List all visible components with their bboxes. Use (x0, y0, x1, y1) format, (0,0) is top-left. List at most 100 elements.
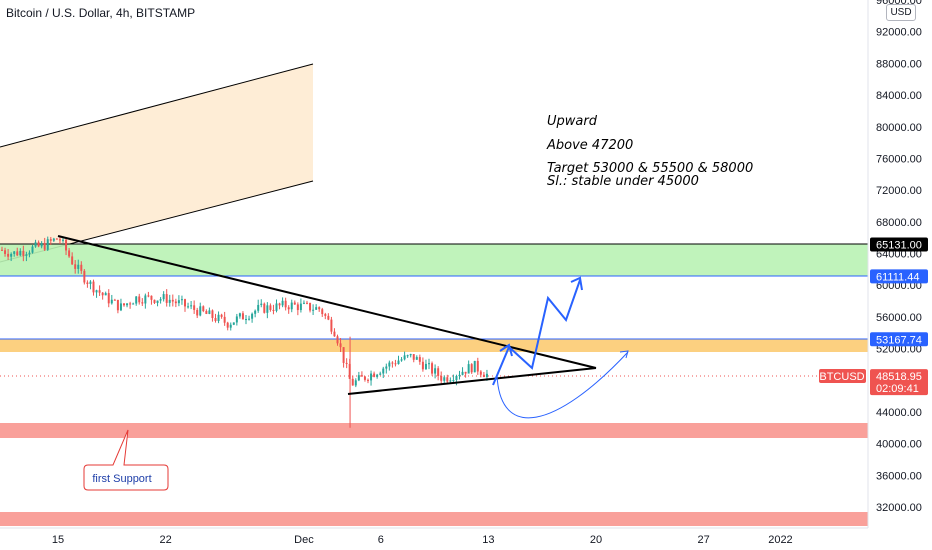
candle-body (260, 303, 263, 305)
time-axis-ticks: 15 22 Dec 6 13 20 27 2022 (52, 534, 793, 546)
candle-body (49, 239, 52, 241)
price-tick: 76000.00 (876, 153, 922, 165)
candle-body (354, 380, 357, 386)
candle-body (31, 246, 34, 253)
currency-selector[interactable]: USD (886, 4, 916, 21)
price-tick: 92000.00 (876, 27, 922, 39)
candle-body (367, 379, 369, 381)
candle-body (458, 374, 461, 377)
candle-body (443, 377, 446, 381)
retest-path-arrowhead[interactable] (619, 350, 629, 359)
candle-body (74, 264, 77, 269)
price-tick: 44000.00 (876, 407, 922, 419)
channel-upper-line[interactable] (0, 63, 314, 148)
bullish-path-arrowhead-1[interactable] (499, 343, 513, 357)
symbol-tag-label: BTCUSD (819, 371, 864, 383)
candle-body (391, 362, 394, 364)
candle-body (28, 252, 31, 255)
orange-zone[interactable] (0, 339, 868, 352)
candle-body (309, 302, 312, 311)
candle-body (434, 368, 437, 374)
candle-body (360, 375, 363, 377)
candle-body (424, 363, 427, 370)
candle-body (403, 355, 406, 360)
candle-body (217, 314, 220, 321)
candle-body (275, 303, 278, 311)
retest-path-arrow[interactable] (496, 351, 629, 419)
candle-body (232, 322, 235, 325)
candle-body (135, 296, 138, 304)
candle-body (132, 303, 135, 305)
candle-body (238, 313, 241, 317)
candle-body (13, 251, 16, 254)
candle-body (37, 242, 40, 247)
price-tag-label: 65131.00 (876, 240, 922, 252)
candle-body (104, 293, 107, 296)
candle-body (226, 322, 229, 328)
ascending-channel[interactable] (0, 64, 313, 262)
candle-body (461, 371, 464, 375)
candle-body (351, 378, 354, 386)
candle-body (290, 302, 293, 310)
candle-body (165, 294, 168, 303)
candle-body (263, 303, 266, 313)
candle-body (281, 300, 284, 306)
candle-body (272, 309, 275, 311)
candle-body (58, 239, 61, 241)
first-support-callout[interactable] (83, 429, 169, 491)
time-axis[interactable] (0, 528, 932, 550)
candle-body (315, 307, 318, 310)
ascending-trendline[interactable] (347, 367, 597, 395)
candle-body (342, 347, 345, 363)
price-tag (870, 369, 928, 396)
candle-body (248, 318, 251, 320)
candle-body (55, 238, 58, 240)
price-tick: 40000.00 (876, 439, 922, 451)
candle-body (464, 371, 467, 374)
candle-body (52, 238, 55, 241)
price-tick: 84000.00 (876, 90, 922, 102)
candle-body (363, 376, 366, 380)
candle-body (180, 299, 183, 301)
candle-body (370, 373, 373, 381)
candle-body (254, 310, 257, 314)
candle-body (171, 299, 174, 302)
candle-body (196, 309, 199, 316)
candle-body (68, 250, 71, 257)
candle-body (406, 355, 409, 357)
candle-body (98, 290, 101, 293)
candle-body (126, 303, 129, 306)
candle-body (345, 362, 348, 364)
price-tag (870, 332, 928, 347)
resistance-zone[interactable] (0, 244, 868, 276)
note-targets: Target 53000 & 55500 & 58000 (547, 161, 753, 176)
candle-body (245, 319, 247, 321)
candle-body (129, 303, 132, 305)
candle-body (199, 306, 202, 316)
bullish-path-arrow[interactable] (492, 279, 581, 386)
candle-body (482, 374, 485, 378)
price-tick: 36000.00 (876, 470, 922, 482)
note-upward: Upward (547, 114, 598, 129)
candle-body (10, 253, 13, 257)
bottom-support-zone[interactable] (0, 512, 868, 526)
candle-body (266, 305, 269, 313)
candle-body (83, 270, 86, 283)
candle-body (174, 301, 177, 304)
candle-body (299, 303, 302, 311)
candle-body (177, 300, 180, 304)
time-tick: 27 (697, 534, 709, 546)
candle-body (455, 376, 458, 380)
candle-body (293, 302, 296, 305)
candle-body (95, 290, 98, 293)
candle-body (144, 295, 147, 304)
time-tick: 22 (159, 534, 171, 546)
candle-body (235, 316, 238, 323)
candle-body (302, 302, 305, 304)
first-support-zone[interactable] (0, 423, 868, 438)
candle-body (296, 304, 299, 311)
bullish-path-arrowhead-2[interactable] (570, 276, 583, 291)
price-tick: 32000.00 (876, 502, 922, 514)
